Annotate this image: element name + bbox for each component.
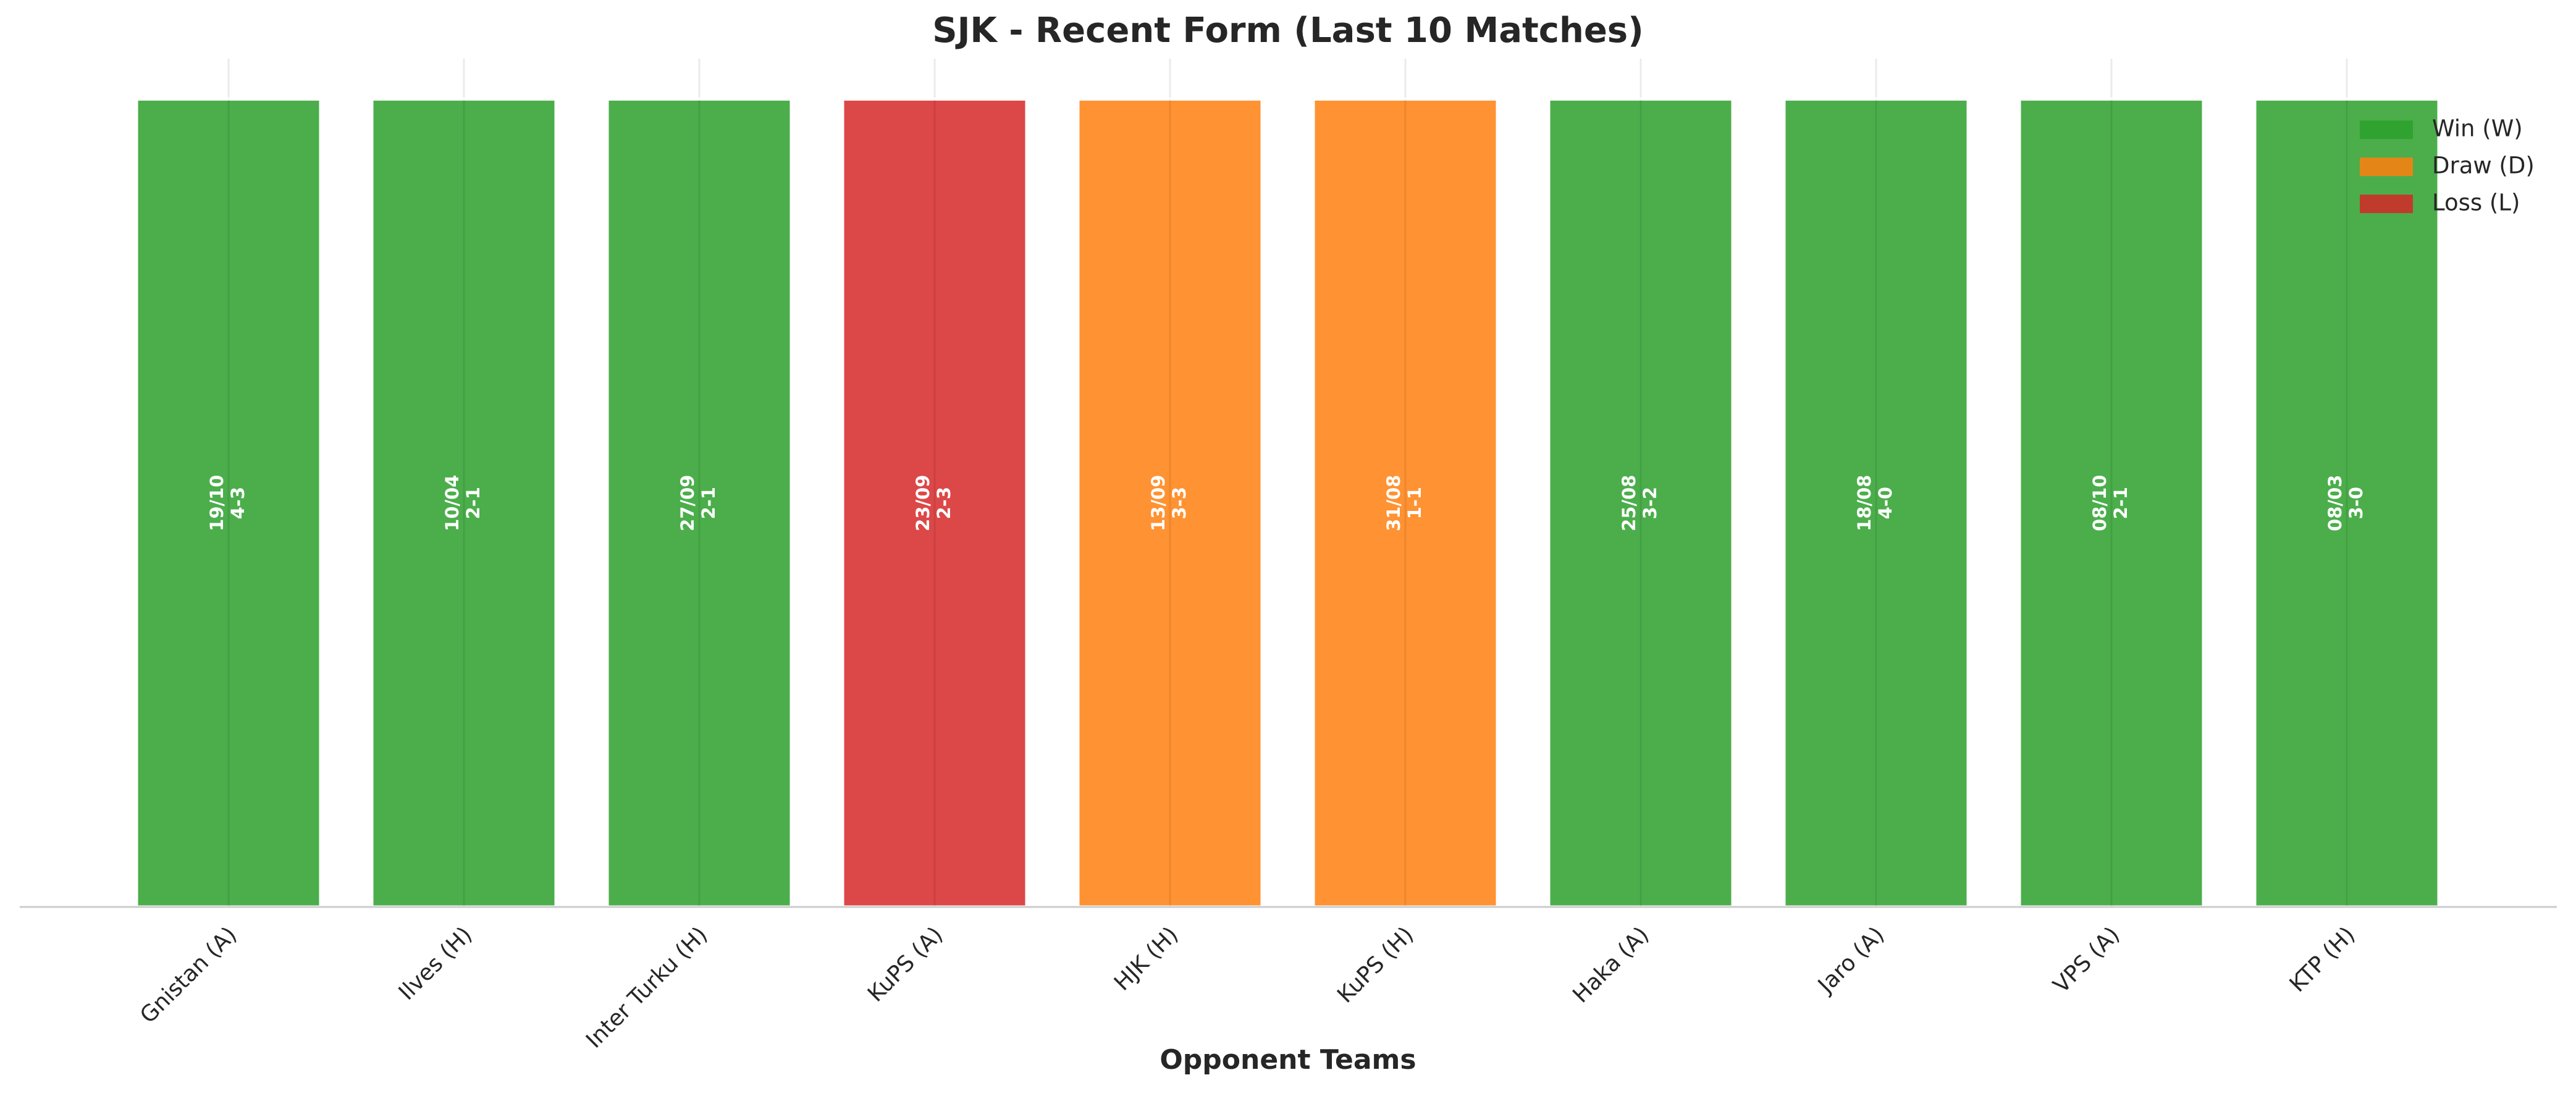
- bar: [1782, 97, 1970, 909]
- bar: [1311, 97, 1499, 909]
- legend-label: Draw (D): [2432, 153, 2535, 179]
- bar-score-label: 4-3: [227, 487, 248, 519]
- bar: [1076, 97, 1264, 909]
- bar: [605, 97, 793, 909]
- bar-score-label: 4-0: [1875, 487, 1896, 519]
- legend-swatch: [2360, 120, 2413, 139]
- bar-score-label: 2-1: [698, 487, 719, 519]
- legend-swatch: [2360, 158, 2413, 176]
- bar-score-label: 3-0: [2346, 487, 2367, 519]
- bar-score-label: 3-2: [1639, 487, 1661, 519]
- legend-label: Win (W): [2432, 116, 2523, 142]
- chart-title: SJK - Recent Form (Last 10 Matches): [932, 11, 1643, 51]
- bar-score-label: 1-1: [1404, 487, 1425, 519]
- bar: [135, 97, 322, 909]
- bar-date-label: 31/08: [1383, 475, 1404, 531]
- bar: [2018, 97, 2205, 909]
- legend-label: Loss (L): [2432, 190, 2520, 216]
- bar-date-label: 18/08: [1854, 475, 1875, 531]
- bar-score-label: 2-1: [2110, 487, 2131, 519]
- bar-score-label: 2-3: [933, 487, 954, 519]
- bar-score-label: 2-1: [463, 487, 484, 519]
- bar-date-label: 08/10: [2089, 475, 2110, 531]
- bar-date-label: 27/09: [677, 475, 698, 531]
- bar-date-label: 25/08: [1618, 475, 1639, 531]
- bar-date-label: 19/10: [206, 475, 227, 531]
- legend-swatch: [2360, 195, 2413, 213]
- bar-date-label: 23/09: [912, 475, 933, 531]
- bar: [2253, 97, 2441, 909]
- x-axis-label: Opponent Teams: [1160, 1044, 1416, 1076]
- bar: [1547, 97, 1735, 909]
- bar-date-label: 13/09: [1148, 475, 1169, 531]
- bar-score-label: 3-3: [1169, 487, 1190, 519]
- bar-date-label: 08/03: [2325, 475, 2346, 531]
- bar-date-label: 10/04: [442, 475, 463, 531]
- bar: [841, 97, 1029, 909]
